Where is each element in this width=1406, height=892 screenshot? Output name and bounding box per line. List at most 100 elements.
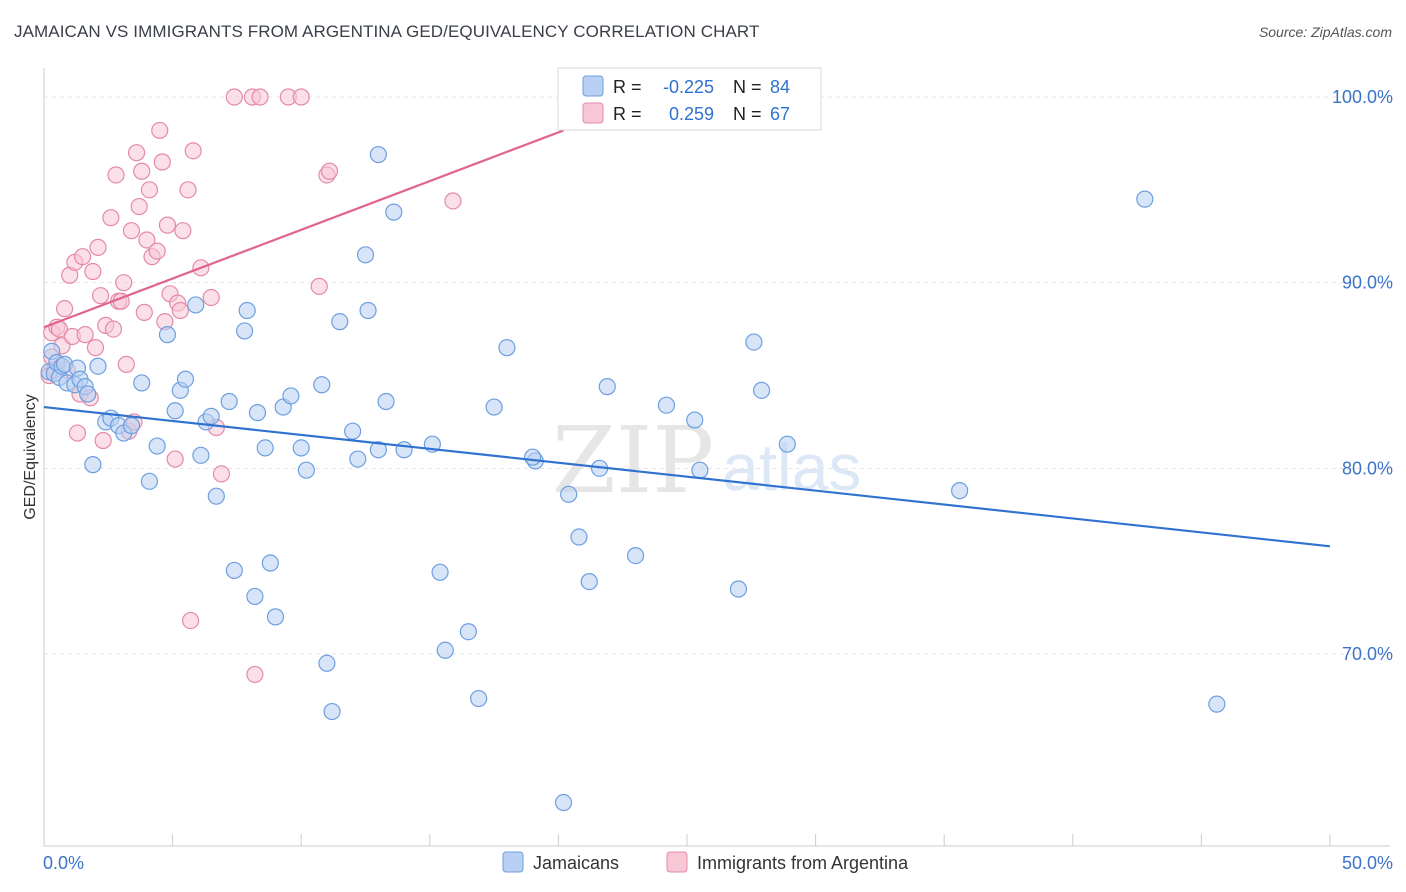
argentina-point <box>202 288 220 307</box>
jamaican-point <box>261 554 279 572</box>
argentina-point <box>251 88 269 106</box>
jamaican-point <box>344 422 362 440</box>
jamaican-point <box>266 608 285 626</box>
jamaican-point <box>356 246 375 264</box>
jamaican-point <box>248 404 267 422</box>
argentina-point <box>138 231 156 249</box>
jamaican-point <box>431 563 449 581</box>
x-tick-label-min: 0.0% <box>43 853 84 873</box>
x-axis-ticks <box>43 834 1331 846</box>
jamaican-point <box>745 333 763 351</box>
grid-lines <box>44 96 1390 655</box>
chart-title: JAMAICAN VS IMMIGRANTS FROM ARGENTINA GE… <box>14 22 760 41</box>
jamaican-point <box>752 381 771 399</box>
legend-n-value: 84 <box>770 77 790 97</box>
jamaican-point <box>256 439 274 457</box>
jamaican-point <box>369 145 387 164</box>
jamaican-point <box>459 623 477 641</box>
argentina-point <box>122 222 141 240</box>
jamaican-point <box>1136 190 1154 208</box>
argentina-point <box>117 355 135 373</box>
jamaican-point <box>951 482 969 500</box>
legend-n-label: N = <box>733 77 762 97</box>
jamaican-point <box>158 326 177 344</box>
argentina-point <box>171 301 189 320</box>
source-attribution: Source: ZipAtlas.com <box>1258 24 1392 40</box>
legend-n-value: 67 <box>770 104 790 124</box>
jamaican-point <box>148 437 166 455</box>
legend-r-value: 0.259 <box>669 104 714 124</box>
jamaican-point <box>313 376 331 394</box>
legend-swatch-argentina <box>582 102 604 124</box>
jamaican-point <box>236 322 254 340</box>
jamaican-point <box>385 203 403 221</box>
y-axis-title: GED/Equivalency <box>22 394 39 519</box>
legend-marker-jamaicans <box>502 851 524 873</box>
jamaican-point <box>436 641 454 659</box>
jamaican-point <box>89 357 107 375</box>
argentina-point <box>94 431 112 450</box>
argentina-point <box>151 121 169 140</box>
jamaican-point <box>238 301 256 320</box>
y-axis-tick-labels: 100.0% 90.0% 80.0% 70.0% <box>1332 87 1393 664</box>
jamaican-point <box>498 339 516 357</box>
legend-label-jamaicans: Jamaicans <box>533 853 619 873</box>
jamaican-point <box>292 439 310 457</box>
argentina-point <box>89 238 107 256</box>
argentina-point <box>91 287 110 305</box>
argentina-point <box>184 142 202 160</box>
jamaican-point <box>84 456 102 474</box>
jamaican-point <box>377 392 395 411</box>
jamaican-point <box>318 654 336 672</box>
jamaican-point <box>485 398 503 416</box>
argentina-point <box>140 181 159 199</box>
argentina-point <box>148 242 166 260</box>
y-tick-label: 80.0% <box>1342 458 1393 478</box>
argentina-point <box>135 303 153 321</box>
argentina-point <box>130 197 148 216</box>
jamaican-point <box>359 301 377 320</box>
jamaican-point <box>778 435 796 453</box>
jamaican-point <box>691 461 709 479</box>
jamaican-point <box>560 485 578 503</box>
jamaican-point <box>246 587 264 606</box>
legend-label-argentina: Immigrants from Argentina <box>697 853 909 873</box>
jamaican-point <box>176 370 195 388</box>
argentina-point <box>174 222 192 240</box>
jamaican-point <box>323 702 341 721</box>
jamaican-point <box>133 374 151 392</box>
jamaican-point <box>598 378 616 396</box>
jamaican-point <box>470 689 488 708</box>
watermark-zip: ZIP <box>552 407 714 514</box>
argentina-point <box>292 88 310 106</box>
jamaican-point <box>140 472 159 490</box>
argentina-point <box>246 665 264 684</box>
series-jamaicans-points <box>40 145 1226 812</box>
jamaican-point <box>122 417 141 435</box>
jamaican-point <box>570 528 588 546</box>
argentina-point <box>166 450 184 468</box>
argentina-point <box>225 88 243 106</box>
legend-marker-argentina <box>666 851 688 873</box>
jamaican-point <box>220 392 238 411</box>
jamaican-point <box>657 396 676 414</box>
argentina-point <box>55 300 74 318</box>
argentina-point <box>310 277 328 295</box>
jamaican-point <box>297 461 315 479</box>
argentina-point <box>444 192 462 210</box>
trend-line-argentina <box>43 129 564 329</box>
jamaican-point <box>166 402 184 420</box>
x-tick-label-max: 50.0% <box>1342 853 1393 873</box>
argentina-point <box>102 209 120 227</box>
argentina-point <box>212 465 231 483</box>
correlation-legend: R = -0.225 N = 84 R = 0.259 N = 67 <box>557 67 822 131</box>
y-tick-label: 90.0% <box>1342 273 1393 293</box>
argentina-point <box>104 320 123 338</box>
legend-n-label: N = <box>733 104 762 124</box>
legend-r-label: R = <box>613 104 642 124</box>
legend-r-value: -0.225 <box>663 77 714 97</box>
argentina-point <box>84 262 102 281</box>
argentina-point <box>320 162 339 180</box>
jamaican-point <box>554 793 573 812</box>
jamaican-point <box>524 448 542 466</box>
